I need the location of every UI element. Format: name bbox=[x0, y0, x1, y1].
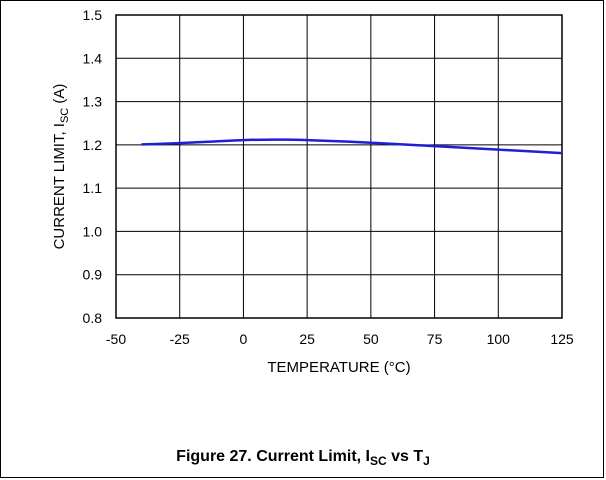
figure-caption: Figure 27. Current Limit, ISC vs TJ bbox=[0, 448, 606, 468]
y-axis-label-sub: SC bbox=[59, 108, 71, 123]
y-tick-label: 1.1 bbox=[83, 180, 103, 196]
series-line bbox=[141, 138, 563, 155]
x-tick-label: 25 bbox=[299, 331, 315, 347]
x-axis-label: TEMPERATURE (°C) bbox=[267, 359, 410, 376]
x-ticks: -50 -25 0 25 50 75 100 125 bbox=[106, 331, 574, 347]
y-axis-label: CURRENT LIMIT, ISC (A) bbox=[51, 84, 71, 250]
grid bbox=[116, 15, 562, 318]
y-tick-label: 1.2 bbox=[83, 137, 103, 153]
y-tick-label: 0.8 bbox=[83, 310, 103, 326]
x-tick-label: -50 bbox=[106, 331, 126, 347]
y-ticks: 0.8 0.9 1.0 1.1 1.2 1.3 1.4 1.5 bbox=[83, 7, 103, 326]
x-tick-label: 75 bbox=[427, 331, 443, 347]
x-tick-label: -25 bbox=[170, 331, 190, 347]
y-tick-label: 1.4 bbox=[83, 50, 103, 66]
x-tick-label: 125 bbox=[550, 331, 574, 347]
x-tick-label: 100 bbox=[487, 331, 511, 347]
y-tick-label: 1.3 bbox=[83, 94, 103, 110]
y-tick-label: 1.5 bbox=[83, 7, 103, 23]
caption-mid: vs T bbox=[386, 448, 424, 465]
y-axis-label-main: CURRENT LIMIT, I bbox=[51, 123, 68, 249]
series bbox=[141, 138, 563, 155]
caption-sub-sc: SC bbox=[369, 454, 387, 469]
y-axis-label-unit: (A) bbox=[51, 84, 68, 108]
y-tick-label: 1.0 bbox=[83, 223, 103, 239]
chart: -50 -25 0 25 50 75 100 125 0.8 0.9 1.0 1.1 1.2 1.3 1.… bbox=[51, 7, 574, 376]
caption-main: Figure 27. Current Limit, I bbox=[176, 448, 370, 465]
y-tick-label: 0.9 bbox=[83, 267, 103, 283]
x-tick-label: 50 bbox=[363, 331, 379, 347]
plot-border bbox=[115, 14, 563, 319]
caption-sub-j: J bbox=[423, 454, 430, 469]
x-tick-label: 0 bbox=[240, 331, 248, 347]
